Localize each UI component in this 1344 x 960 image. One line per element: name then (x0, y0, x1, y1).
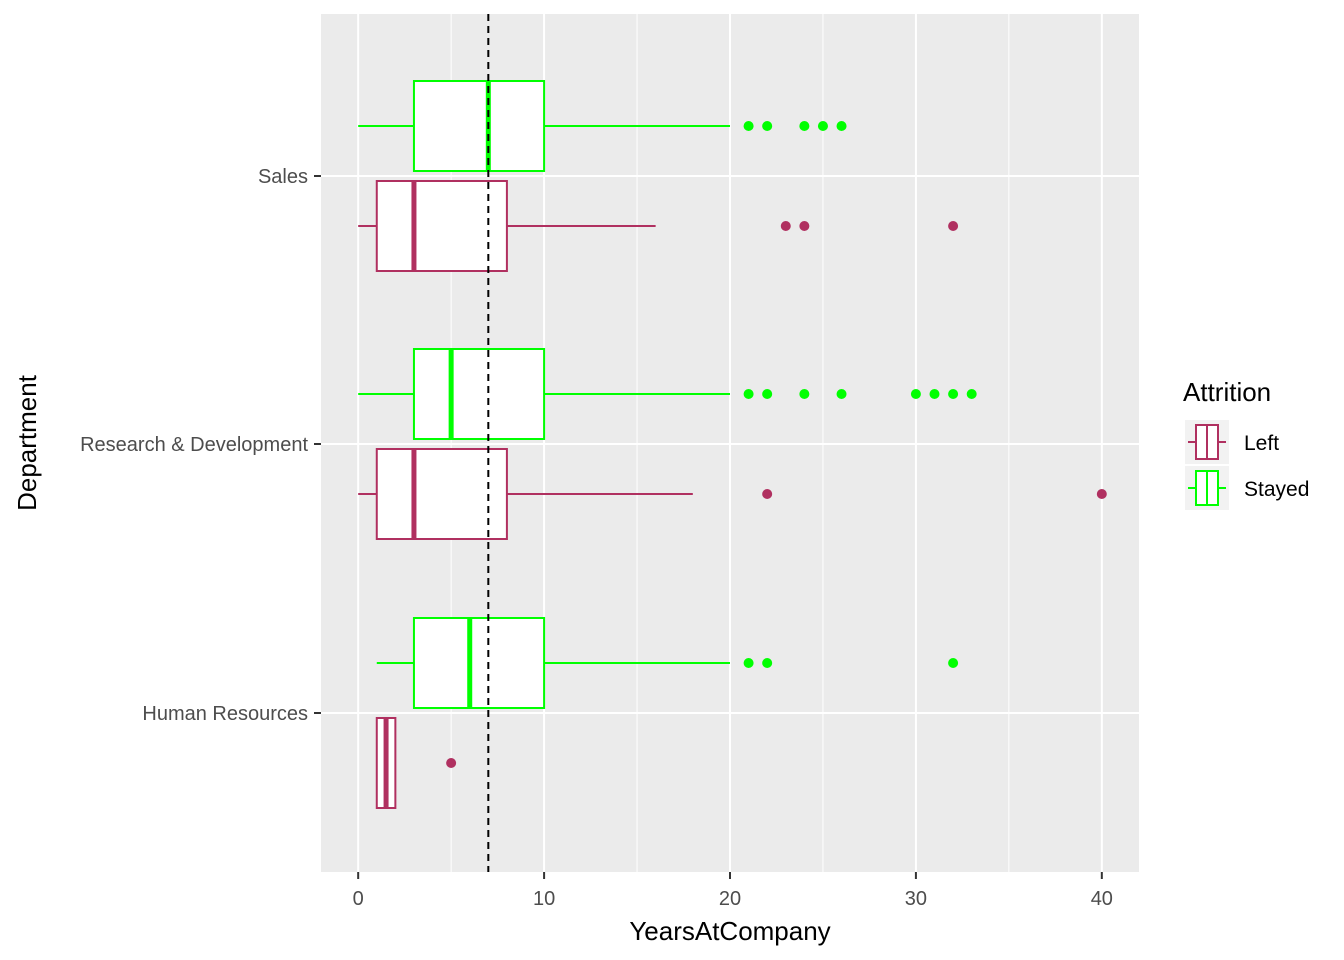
outlier-point (948, 658, 959, 668)
outlier-point (836, 121, 847, 131)
outlier-point (762, 489, 773, 499)
legend-title: Attrition (1183, 377, 1271, 407)
x-tick-label: 30 (905, 888, 927, 910)
x-axis-title: YearsAtCompany (629, 916, 830, 946)
box-left-1 (358, 448, 1107, 540)
outlier-point (743, 389, 754, 399)
y-tick-label: Research & Development (80, 434, 308, 456)
outlier-point (948, 221, 959, 231)
legend-item-stayed: Stayed (1185, 466, 1309, 510)
outlier-point (743, 121, 754, 131)
outlier-point (780, 221, 791, 231)
outlier-point (762, 121, 773, 131)
outlier-point (929, 389, 940, 399)
grid-major (321, 14, 1139, 872)
outlier-point (446, 758, 457, 768)
box-iqr (412, 617, 546, 709)
y-axis-title: Department (12, 374, 42, 511)
outlier-point (762, 389, 773, 399)
box-stayed-2 (376, 617, 959, 709)
outlier-point (910, 389, 921, 399)
box-iqr (412, 348, 546, 440)
outlier-point (762, 658, 773, 668)
outlier-point (743, 658, 754, 668)
box-stayed-1 (358, 348, 977, 440)
legend-item-left: Left (1185, 420, 1279, 464)
x-tick-label: 40 (1091, 888, 1113, 910)
box-layer (358, 80, 1107, 809)
box-iqr (412, 80, 546, 172)
y-axis: Sales Research & Development Human Resourc… (80, 166, 321, 725)
outlier-point (799, 121, 810, 131)
y-tick-label: Human Resources (142, 703, 308, 725)
outlier-point (799, 221, 810, 231)
x-tick-label: 20 (719, 888, 741, 910)
box-left-0 (358, 180, 959, 272)
x-axis: 0 10 20 30 40 (353, 872, 1113, 910)
outlier-point (799, 389, 810, 399)
y-tick-label: Sales (258, 166, 308, 188)
box-left-2 (375, 717, 457, 809)
box-iqr (375, 448, 508, 540)
outlier-point (948, 389, 959, 399)
outlier-point (836, 389, 847, 399)
outlier-point (1096, 489, 1107, 499)
box-iqr (375, 180, 508, 272)
x-tick-label: 10 (533, 888, 555, 910)
legend-label: Left (1244, 432, 1279, 455)
legend-label: Stayed (1244, 478, 1309, 501)
x-tick-label: 0 (353, 888, 364, 910)
outlier-point (817, 121, 828, 131)
legend: Attrition Left Stayed (1183, 377, 1309, 510)
outlier-point (966, 389, 977, 399)
